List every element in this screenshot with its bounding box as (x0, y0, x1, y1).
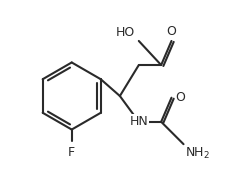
Text: HN: HN (129, 115, 148, 128)
Text: HO: HO (116, 26, 135, 39)
Text: F: F (68, 146, 75, 159)
Text: O: O (174, 91, 184, 104)
Text: O: O (166, 25, 176, 37)
Text: NH$_2$: NH$_2$ (184, 146, 209, 161)
